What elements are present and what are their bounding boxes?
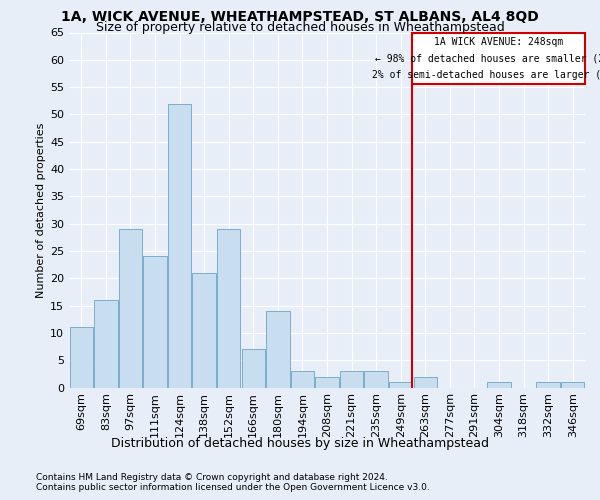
Bar (291, 371, 314, 388)
Bar (168, 104, 191, 388)
Bar (119, 229, 142, 388)
Bar (413, 376, 437, 388)
Bar (217, 229, 241, 388)
Bar (487, 382, 511, 388)
Bar (70, 328, 93, 388)
Text: Size of property relative to detached houses in Wheathampstead: Size of property relative to detached ho… (95, 21, 505, 34)
Bar (340, 371, 363, 388)
Bar (316, 376, 338, 388)
Text: Distribution of detached houses by size in Wheathampstead: Distribution of detached houses by size … (111, 438, 489, 450)
Bar (364, 371, 388, 388)
Y-axis label: Number of detached properties: Number of detached properties (36, 122, 46, 298)
Bar (389, 382, 412, 388)
FancyBboxPatch shape (412, 32, 585, 84)
Bar (242, 350, 265, 388)
Bar (143, 256, 167, 388)
Bar (561, 382, 584, 388)
Text: Contains public sector information licensed under the Open Government Licence v3: Contains public sector information licen… (36, 482, 430, 492)
Text: 1A, WICK AVENUE, WHEATHAMPSTEAD, ST ALBANS, AL4 8QD: 1A, WICK AVENUE, WHEATHAMPSTEAD, ST ALBA… (61, 10, 539, 24)
Text: 1A WICK AVENUE: 248sqm: 1A WICK AVENUE: 248sqm (434, 37, 563, 47)
Bar (266, 311, 290, 388)
Bar (536, 382, 560, 388)
Text: Contains HM Land Registry data © Crown copyright and database right 2024.: Contains HM Land Registry data © Crown c… (36, 472, 388, 482)
Text: 2% of semi-detached houses are larger (5) →: 2% of semi-detached houses are larger (5… (373, 70, 600, 80)
Bar (193, 273, 216, 388)
Text: ← 98% of detached houses are smaller (213): ← 98% of detached houses are smaller (21… (376, 53, 600, 63)
Bar (94, 300, 118, 388)
